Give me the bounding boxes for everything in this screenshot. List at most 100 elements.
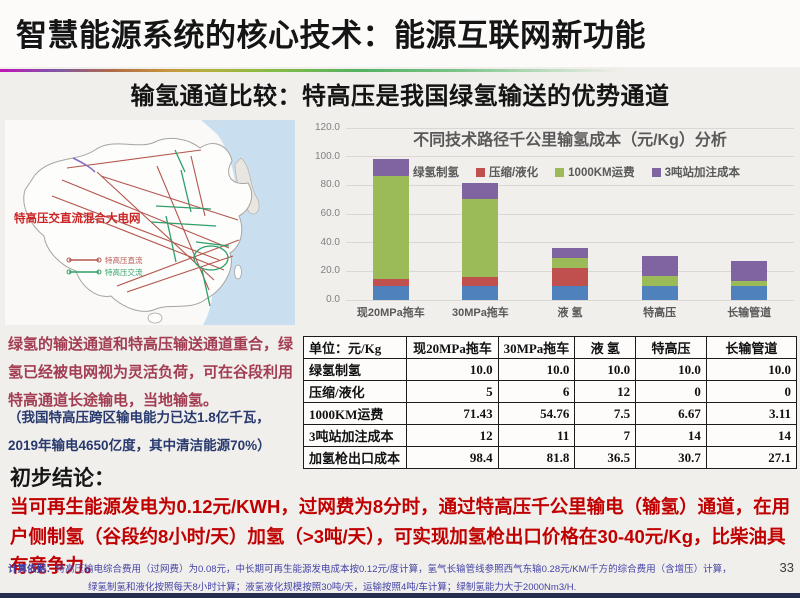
table-cell: 6 [497,380,576,403]
x-axis-label: 30MPa拖车 [451,307,509,319]
map-legend: 特高压直流 特高压交流 [66,255,143,277]
bar-segment [372,278,409,286]
calculation-basis-label: 计算依据： [8,564,56,575]
chart-legend: 绿氢制氢 压缩/液化 1000KM运费 3吨站加注成本 [346,164,794,180]
table-header-cell: 30MPa拖车 [497,336,576,359]
table-cell: 0 [705,380,798,403]
x-axis-label: 长输管道 [727,307,772,319]
bar-segment [731,281,768,286]
x-axis-label: 液 氢 [557,307,583,319]
conclusion-body: 当可再生能源发电为0.12元/KWH，过网费为8分时，通过特高压千公里输电（输氢… [10,496,791,577]
rainbow-divider [0,69,620,72]
legend-label: 1000KM运费 [568,167,635,179]
calculation-basis-line1: 计算依据：特高压输电综合费用（过网费）为0.08元，中长期可再生能源发电成本按0… [8,561,768,575]
table-cell: 14 [705,424,798,447]
table-row: 1000KM运费 71.43 54.76 7.5 6.67 3.11 [302,402,798,425]
gridline [346,127,794,129]
table-cell: 30.7 [635,446,707,469]
y-axis-tick: 60.0 [320,208,340,219]
bar-segment [462,182,499,199]
gridline [346,184,794,186]
hainan-island [147,312,163,324]
table-cell: 27.1 [705,446,798,469]
bar-segment [731,285,768,300]
gridline [346,156,794,158]
legend-item: 3吨站加注成本 [651,164,741,180]
chart-plot-area: 0.0 20.0 40.0 60.0 80.0 100.0 120.0 [315,122,794,305]
bar-segment [552,257,588,269]
y-axis-tick: 80.0 [320,179,340,191]
bar-segment [552,247,588,258]
slide-title: 智慧能源系统的核心技术：能源互联网新功能 [16,18,646,53]
table-cell: 10.0 [497,358,576,381]
table-cell: 10.0 [406,358,499,381]
table-row-label: 压缩/液化 [302,380,408,403]
uhv-capacity-note: （我国特高压跨区输电能力已达1.8亿千瓦，2019年输电4650亿度，其中清洁能… [8,410,271,453]
table-row: 绿氢制氢 10.0 10.0 10.0 10.0 10.0 [302,358,798,381]
table-cell: 12 [574,380,637,403]
gridline [346,299,794,301]
bar-segment [372,158,409,177]
bar-segment [641,285,678,300]
table-header-row: 单位：元/Kg 现20MPa拖车 30MPa拖车液 氢特高压 长输管道 [302,336,798,359]
table-header-cell: 特高压 [635,336,707,359]
y-axis-tick: 40.0 [320,236,340,248]
table-header-cell: 现20MPa拖车 [406,336,499,359]
legend-label: 3吨站加注成本 [664,167,741,179]
table-row-label: 加氢枪出口成本 [302,446,408,469]
table-cell: 11 [497,424,576,447]
slide-subtitle: 输氢通道比较：特高压是我国绿氢输送的优势通道 [130,83,670,110]
y-axis-tick: 100.0 [314,150,340,162]
taiwan-island [234,264,242,280]
table-cell: 81.8 [497,446,576,469]
x-axis-label: 现20MPa拖车 [356,307,425,319]
hydrogen-cost-chart: 不同技术路径千公里输氢成本（元/Kg）分析 绿氢制氢 压缩/液化 1000KM运费 3… [298,112,798,330]
table-cell: 98.4 [406,446,499,469]
page-number: 33 [779,560,794,575]
table-cell: 7 [574,424,637,447]
china-map-graphic: 特高压交直流混合大电网 特高压直流 特高压交流 [14,120,295,325]
y-axis-tick: 0.0 [326,294,340,305]
table-cell: 36.5 [574,446,637,469]
table-cell: 12 [406,424,499,447]
bar-segment [462,277,499,286]
legend-label: 绿氢制氢 [412,167,459,179]
bar-segment [731,261,768,282]
gridline [346,213,794,215]
bar-segment [552,268,588,286]
table-header-cell: 液 氢 [574,336,637,359]
bar-segment [552,285,588,300]
y-axis-tick: 120.0 [314,122,340,133]
legend-item: 压缩/液化 [475,164,539,180]
uhv-ac-lines [150,149,230,307]
legend-swatch-icon [475,167,485,177]
table-cell: 10.0 [574,358,637,381]
legend-swatch-icon [651,167,661,177]
bar-segment [372,176,409,279]
map-legend-ac-label: 特高压交流 [105,267,143,277]
x-axis-label: 特高压 [643,307,677,319]
gridline [346,242,794,244]
table-row: 3吨站加注成本 12 11 7 14 14 [302,424,798,447]
table-cell: 10.0 [705,358,798,381]
chart-title: 不同技术路径千公里输氢成本（元/Kg）分析 [413,132,727,149]
table-cell: 10.0 [635,358,707,381]
green-hydrogen-note: 绿氢的输送通道和特高压输送通道重合，绿氢已经被电网视为灵活负荷，可在谷段利用特高… [8,336,294,409]
nw-line [72,157,96,173]
legend-item: 1000KM运费 [555,164,635,180]
bottom-bar [0,593,800,598]
table-header: 单位：元/Kg 现20MPa拖车 30MPa拖车液 氢特高压 长输管道 [302,336,798,359]
table-row-label: 3吨站加注成本 [302,424,408,447]
table-cell: 14 [635,424,707,447]
china-grid-map: 特高压交直流混合大电网 特高压直流 特高压交流 [5,120,295,325]
table-cell: 71.43 [406,402,499,425]
table-cell: 6.67 [635,402,707,425]
table-cell: 0 [635,380,707,403]
legend-label: 压缩/液化 [488,167,539,179]
table-header-cell: 单位：元/Kg [302,336,408,359]
bar-segment [372,285,409,300]
table-cell: 3.11 [705,402,798,425]
table-header-cell: 长输管道 [705,336,798,359]
table-row: 压缩/液化 5 6 12 0 0 [302,380,798,403]
